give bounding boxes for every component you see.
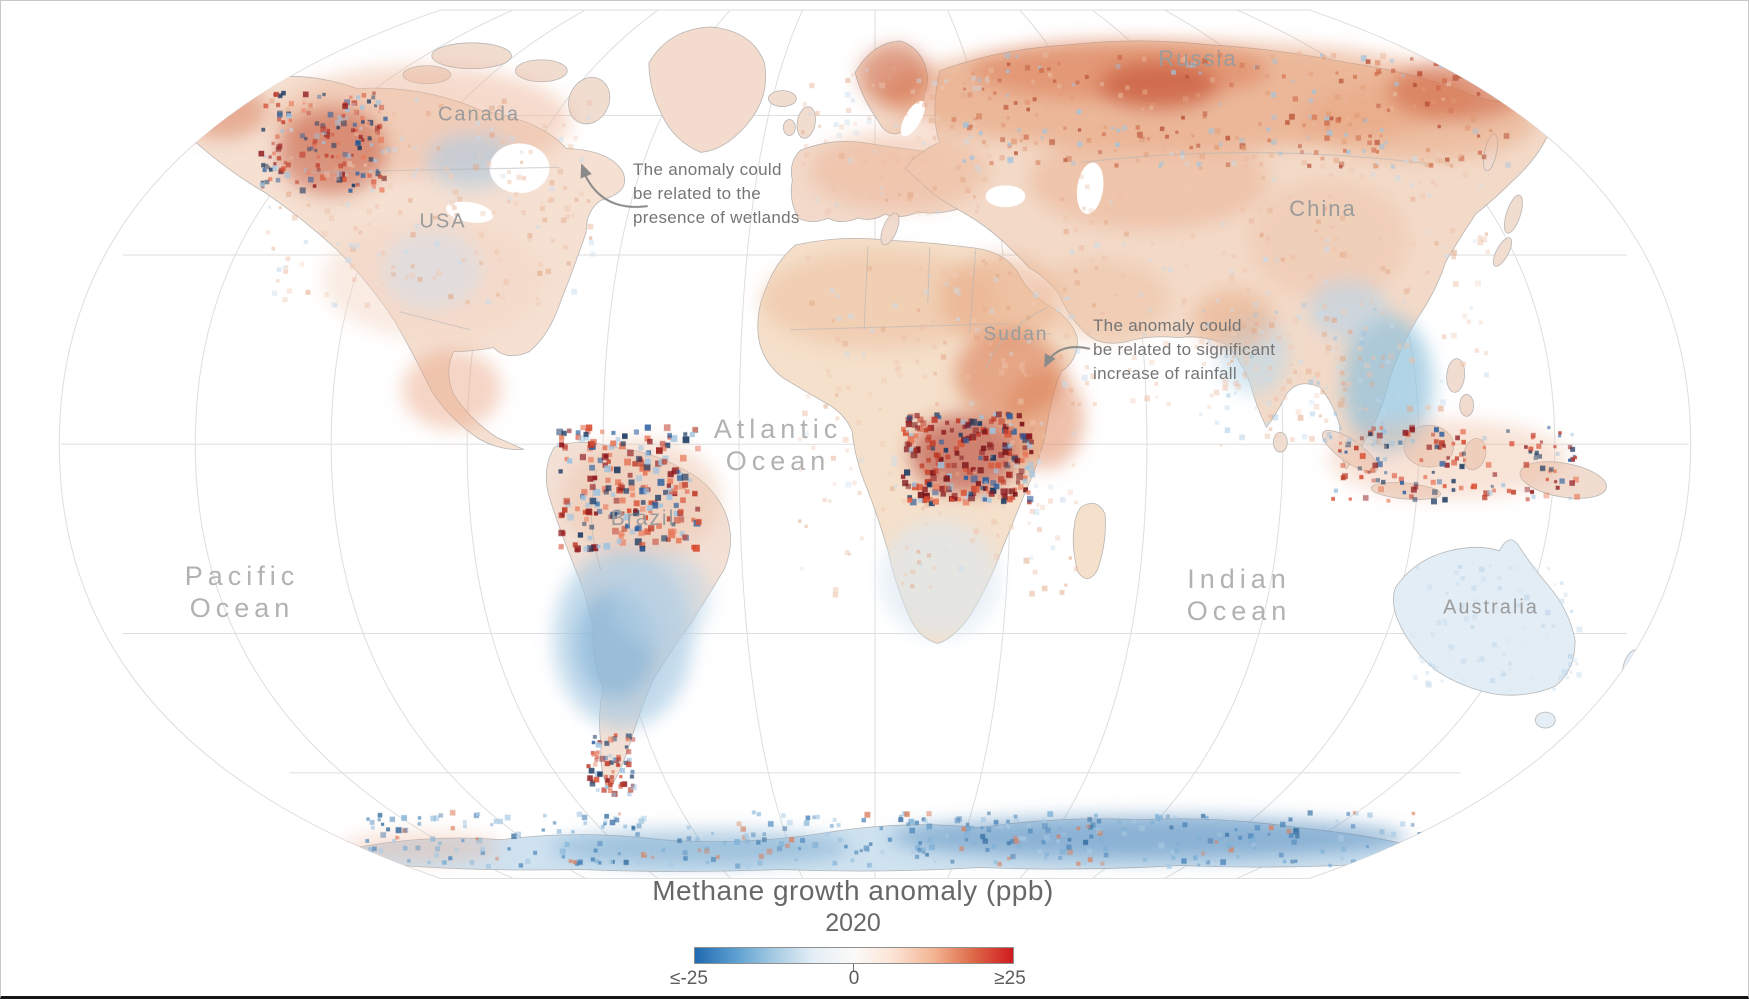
- annotation-arrows: [580, 163, 1091, 368]
- colorbar-min-label: ≤-25: [670, 968, 708, 989]
- colorbar-max-label: ≥25: [994, 968, 1026, 989]
- wetlands-arrow: [581, 167, 648, 208]
- legend-title: Methane growth anomaly (ppb): [652, 875, 1054, 906]
- colorbar-zero-tick: [853, 964, 854, 971]
- colorbar-zero-label: 0: [848, 968, 860, 989]
- anomaly-speckles: [258, 50, 1583, 869]
- colorbar: [694, 947, 1014, 964]
- legend-year: 2020: [825, 909, 881, 937]
